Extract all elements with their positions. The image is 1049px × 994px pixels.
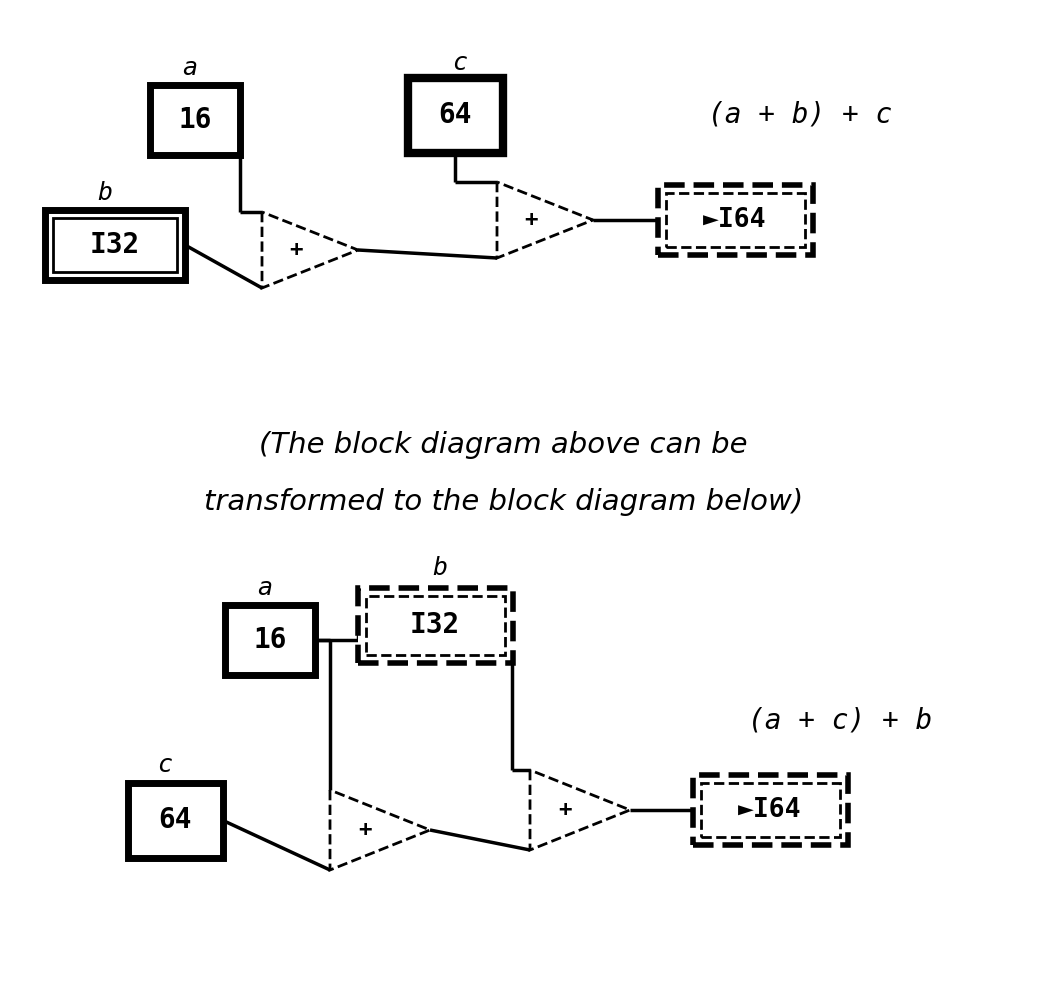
FancyBboxPatch shape xyxy=(665,193,805,247)
Text: 64: 64 xyxy=(438,101,472,129)
Text: (a + c) + b: (a + c) + b xyxy=(748,706,933,734)
FancyBboxPatch shape xyxy=(701,783,839,837)
FancyBboxPatch shape xyxy=(365,595,505,654)
Polygon shape xyxy=(530,770,630,850)
FancyBboxPatch shape xyxy=(45,210,185,280)
Text: +: + xyxy=(523,210,537,230)
Text: a: a xyxy=(183,56,197,80)
FancyBboxPatch shape xyxy=(53,218,177,272)
Text: 16: 16 xyxy=(253,626,286,654)
Text: 16: 16 xyxy=(178,106,212,134)
Text: +: + xyxy=(359,820,371,840)
Text: a: a xyxy=(257,576,273,600)
Text: ►I64: ►I64 xyxy=(703,207,767,233)
FancyBboxPatch shape xyxy=(407,78,502,152)
Text: +: + xyxy=(288,240,302,260)
Polygon shape xyxy=(262,212,358,288)
Text: (The block diagram above can be: (The block diagram above can be xyxy=(259,431,748,459)
FancyBboxPatch shape xyxy=(692,775,848,845)
FancyBboxPatch shape xyxy=(658,185,813,255)
Text: (a + b) + c: (a + b) + c xyxy=(708,101,892,129)
Text: c: c xyxy=(452,51,468,75)
Polygon shape xyxy=(497,182,593,258)
Text: 64: 64 xyxy=(158,806,192,834)
Text: b: b xyxy=(98,181,112,205)
FancyBboxPatch shape xyxy=(224,605,315,675)
Polygon shape xyxy=(330,790,430,870)
FancyBboxPatch shape xyxy=(128,782,222,858)
Text: c: c xyxy=(157,753,172,777)
Text: I32: I32 xyxy=(90,231,141,259)
Text: I32: I32 xyxy=(410,611,461,639)
Text: b: b xyxy=(432,556,448,580)
Text: transformed to the block diagram below): transformed to the block diagram below) xyxy=(204,488,804,516)
Text: +: + xyxy=(558,800,572,820)
Text: ►I64: ►I64 xyxy=(738,797,801,823)
FancyBboxPatch shape xyxy=(150,85,240,155)
FancyBboxPatch shape xyxy=(358,587,513,662)
